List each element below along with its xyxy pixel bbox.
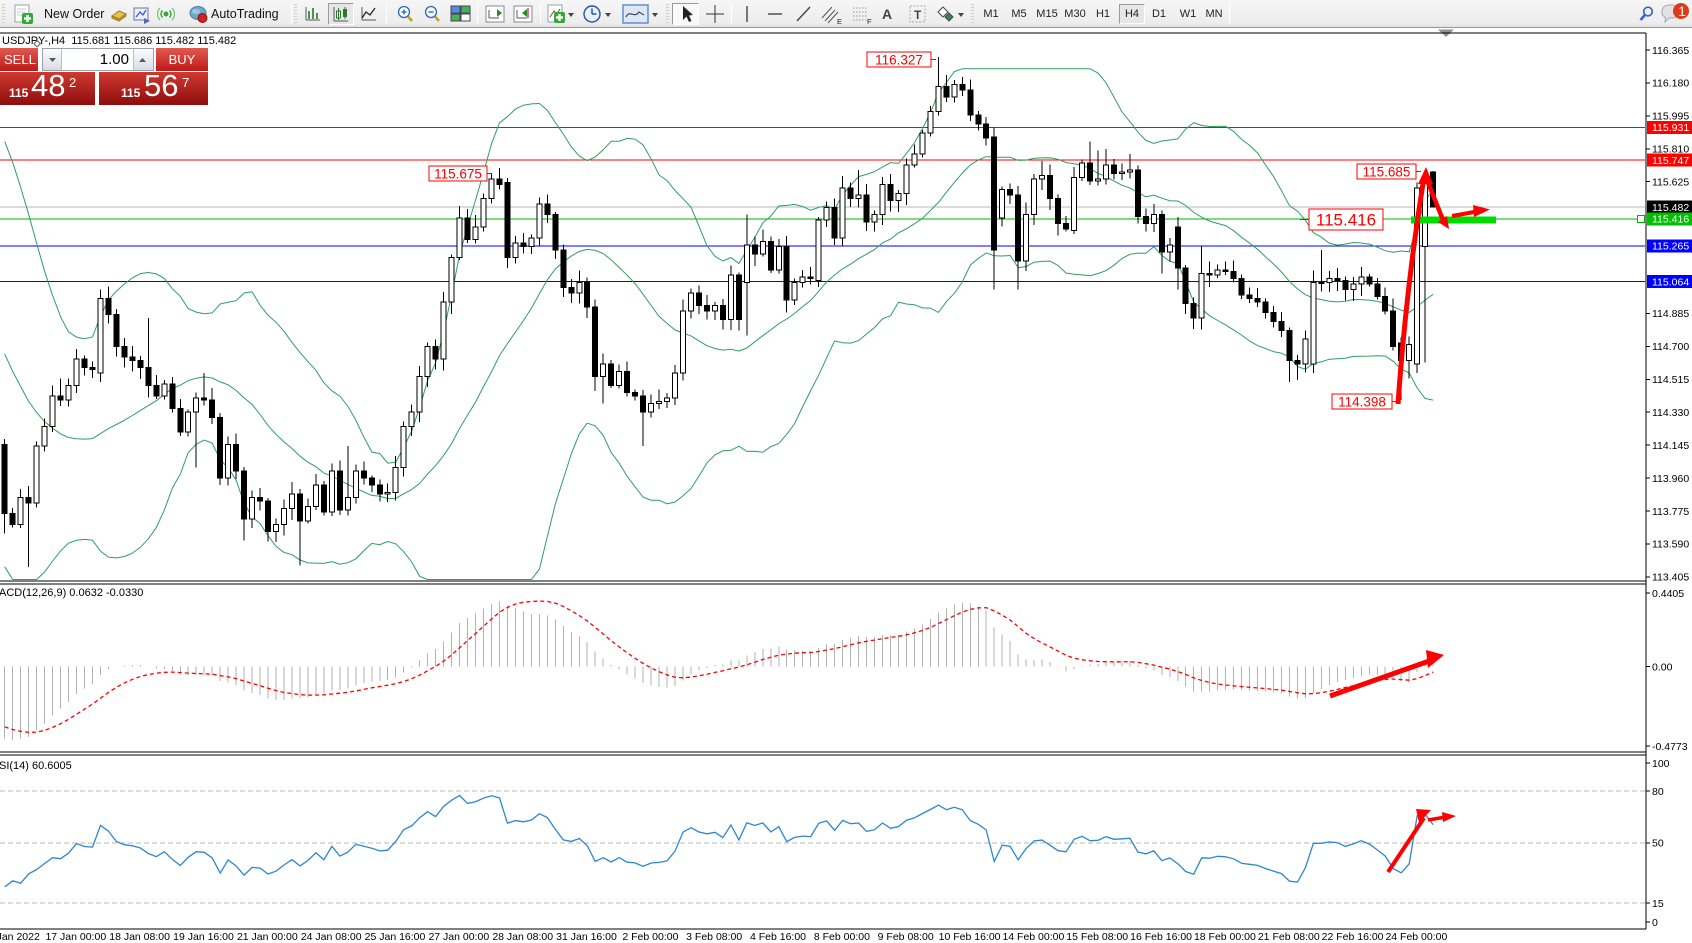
svg-text:116.180: 116.180 — [1652, 78, 1689, 90]
svg-text:0.4405: 0.4405 — [1652, 588, 1684, 600]
svg-text:14 Jan 2022: 14 Jan 2022 — [0, 931, 40, 943]
svg-text:116.365: 116.365 — [1652, 45, 1689, 57]
svg-text:115.675: 115.675 — [434, 166, 482, 181]
svg-text:2 Feb 00:00: 2 Feb 00:00 — [622, 931, 678, 943]
svg-text:-0.4773: -0.4773 — [1652, 741, 1688, 753]
svg-text:113.775: 113.775 — [1652, 506, 1689, 518]
svg-text:F: F — [867, 17, 872, 25]
svg-text:115.482: 115.482 — [1652, 202, 1689, 214]
svg-text:14 Feb 00:00: 14 Feb 00:00 — [1002, 931, 1064, 943]
svg-text:113.405: 113.405 — [1652, 572, 1689, 584]
svg-text:4 Feb 16:00: 4 Feb 16:00 — [750, 931, 806, 943]
svg-text:18 Feb 00:00: 18 Feb 00:00 — [1194, 931, 1256, 943]
svg-text:ACD(12,26,9) 0.0632 -0.0330: ACD(12,26,9) 0.0632 -0.0330 — [0, 587, 143, 599]
svg-text:T: T — [914, 8, 922, 22]
svg-text:10 Feb 16:00: 10 Feb 16:00 — [939, 931, 1001, 943]
svg-text:114.330: 114.330 — [1652, 407, 1689, 419]
svg-text:21 Feb 08:00: 21 Feb 08:00 — [1258, 931, 1320, 943]
svg-text:0: 0 — [1652, 917, 1658, 929]
svg-text:15: 15 — [1652, 898, 1664, 910]
svg-text:115.685: 115.685 — [1363, 164, 1411, 179]
svg-text:31 Jan 16:00: 31 Jan 16:00 — [556, 931, 617, 943]
svg-text:115.931: 115.931 — [1652, 122, 1689, 134]
svg-text:115.265: 115.265 — [1652, 241, 1689, 253]
svg-text:114.885: 114.885 — [1652, 308, 1689, 320]
svg-text:100: 100 — [1652, 758, 1670, 770]
svg-text:15 Feb 08:00: 15 Feb 08:00 — [1066, 931, 1128, 943]
svg-text:1: 1 — [1678, 4, 1686, 19]
svg-text:16 Feb 16:00: 16 Feb 16:00 — [1130, 931, 1192, 943]
svg-text:E: E — [837, 17, 842, 25]
svg-text:50: 50 — [1652, 838, 1664, 850]
svg-text:114.515: 114.515 — [1652, 374, 1689, 386]
svg-text:24 Feb 00:00: 24 Feb 00:00 — [1385, 931, 1447, 943]
svg-text:114.700: 114.700 — [1652, 341, 1689, 353]
svg-text:80: 80 — [1652, 786, 1664, 798]
svg-text:116.327: 116.327 — [875, 52, 923, 67]
svg-text:SI(14) 60.6005: SI(14) 60.6005 — [0, 760, 72, 772]
svg-text:8 Feb 00:00: 8 Feb 00:00 — [814, 931, 870, 943]
svg-text:115.416: 115.416 — [1652, 214, 1689, 226]
svg-text:113.590: 113.590 — [1652, 539, 1689, 551]
svg-text:113.960: 113.960 — [1652, 473, 1689, 485]
svg-text:19 Jan 16:00: 19 Jan 16:00 — [173, 931, 234, 943]
svg-text:28 Jan 08:00: 28 Jan 08:00 — [492, 931, 553, 943]
svg-text:0.00: 0.00 — [1652, 661, 1673, 673]
svg-text:24 Jan 08:00: 24 Jan 08:00 — [301, 931, 362, 943]
svg-text:22 Feb 16:00: 22 Feb 16:00 — [1322, 931, 1384, 943]
svg-text:115.747: 115.747 — [1652, 155, 1689, 167]
svg-text:115.064: 115.064 — [1652, 276, 1689, 288]
svg-text:115.995: 115.995 — [1652, 111, 1689, 123]
svg-text:25 Jan 16:00: 25 Jan 16:00 — [365, 931, 426, 943]
svg-text:27 Jan 00:00: 27 Jan 00:00 — [428, 931, 489, 943]
svg-text:9 Feb 08:00: 9 Feb 08:00 — [878, 931, 934, 943]
svg-text:21 Jan 00:00: 21 Jan 00:00 — [237, 931, 298, 943]
svg-text:USDJPY-,H4 115.681 115.686 11: USDJPY-,H4 115.681 115.686 115.482 115.4… — [2, 35, 236, 47]
svg-text:114.398: 114.398 — [1338, 394, 1386, 409]
svg-text:115.810: 115.810 — [1652, 144, 1689, 156]
svg-text:114.145: 114.145 — [1652, 440, 1689, 452]
svg-text:115.416: 115.416 — [1316, 211, 1376, 230]
svg-text:17 Jan 00:00: 17 Jan 00:00 — [45, 931, 106, 943]
svg-text:115.625: 115.625 — [1652, 177, 1689, 189]
svg-text:3 Feb 08:00: 3 Feb 08:00 — [686, 931, 742, 943]
svg-text:18 Jan 08:00: 18 Jan 08:00 — [109, 931, 170, 943]
